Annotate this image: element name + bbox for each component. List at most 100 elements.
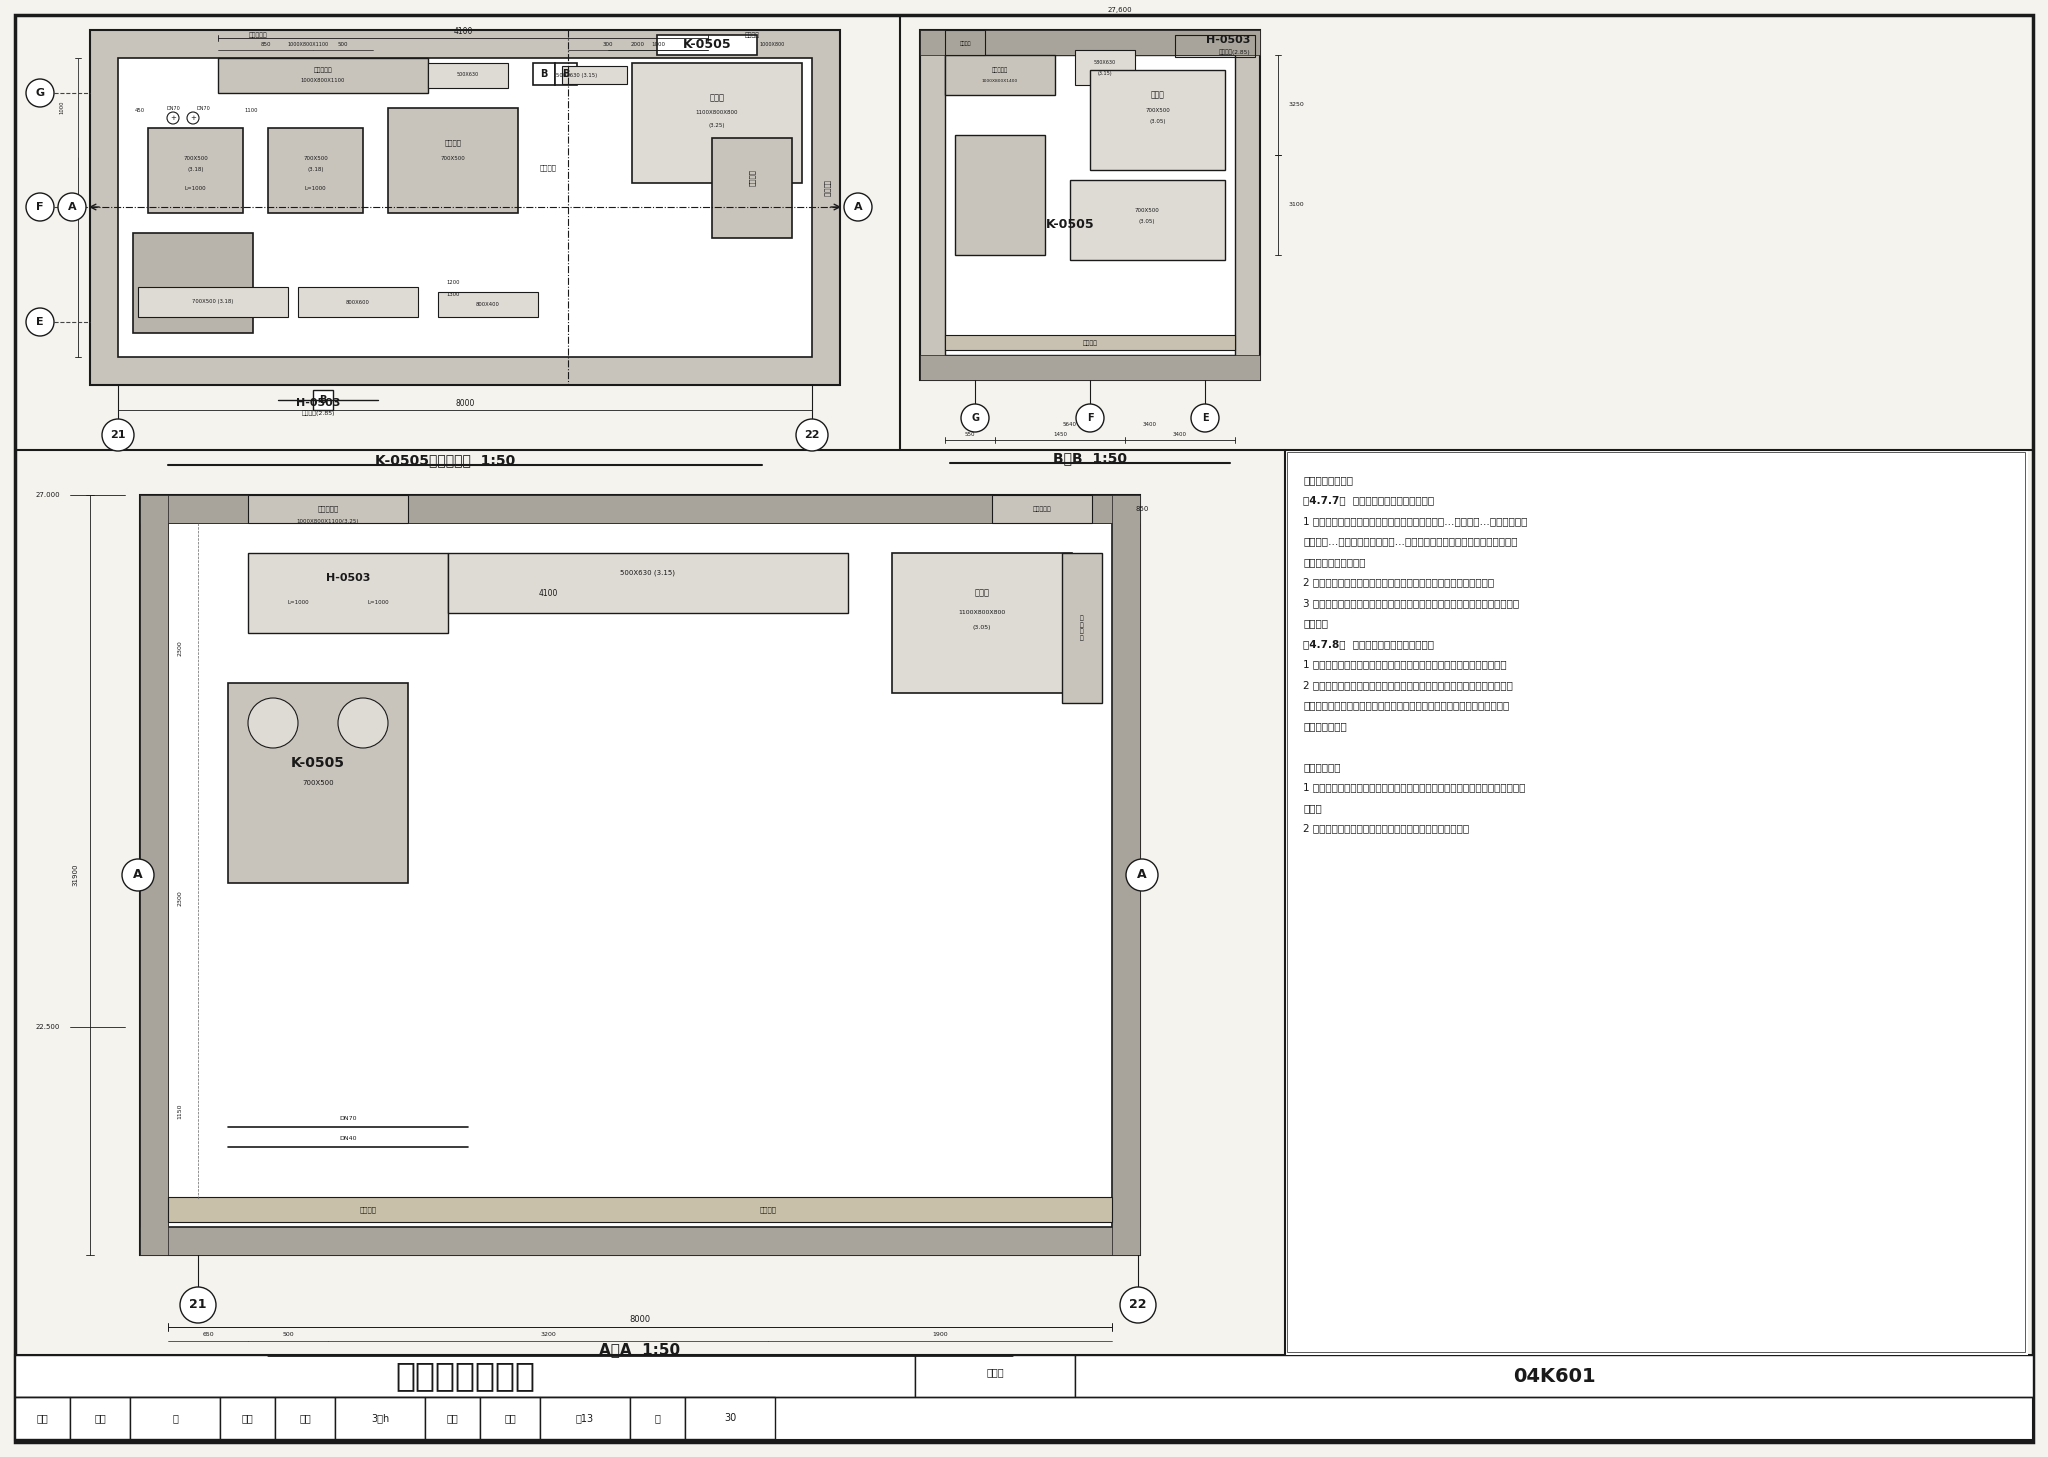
Bar	[299, 287, 418, 318]
Text: 弹性地面: 弹性地面	[760, 1206, 776, 1214]
Bar	[147, 128, 244, 213]
Bar	[438, 291, 539, 318]
Text: 4100: 4100	[453, 28, 473, 36]
Bar	[14, 1355, 915, 1397]
Text: 700X500: 700X500	[303, 779, 334, 785]
Text: 850: 850	[1135, 506, 1149, 511]
Bar	[532, 63, 555, 85]
Text: 800X400: 800X400	[475, 303, 500, 307]
Text: DN70: DN70	[197, 105, 209, 111]
Text: 排
烟
风
井: 排 烟 风 井	[1079, 615, 1083, 641]
Text: 【补充说明】: 【补充说明】	[1303, 762, 1341, 772]
Text: DN70: DN70	[340, 1116, 356, 1122]
Text: 8000: 8000	[455, 399, 475, 408]
Bar	[14, 1397, 70, 1440]
Text: 450: 450	[135, 108, 145, 112]
Bar	[139, 495, 1141, 1254]
Text: (3.18): (3.18)	[186, 168, 203, 172]
Bar	[944, 55, 1055, 95]
Text: K-0505: K-0505	[1047, 219, 1094, 232]
Text: 金跃: 金跃	[504, 1413, 516, 1423]
Text: 设计: 设计	[446, 1413, 459, 1423]
Bar	[219, 1397, 274, 1440]
Text: (3.05): (3.05)	[1139, 220, 1155, 224]
Text: (3.05): (3.05)	[973, 625, 991, 629]
Text: 1000X800: 1000X800	[760, 41, 784, 47]
Text: 消声静压箱: 消声静压箱	[991, 67, 1008, 73]
Text: 850: 850	[260, 42, 270, 48]
Text: 排烟百叶: 排烟百叶	[745, 32, 760, 38]
Text: 3 标注机房内所有设备、管道附件（各种件表、阀门、柔性短管、过滤器等）: 3 标注机房内所有设备、管道附件（各种件表、阀门、柔性短管、过滤器等）	[1303, 597, 1520, 608]
Bar	[920, 356, 1260, 380]
Circle shape	[338, 698, 387, 747]
Text: 消声静压箱: 消声静压箱	[313, 67, 332, 73]
Text: DN40: DN40	[340, 1136, 356, 1141]
Bar	[248, 495, 408, 523]
Circle shape	[844, 192, 872, 221]
Bar	[944, 335, 1235, 350]
Text: E: E	[37, 318, 43, 326]
Text: A－A  1:50: A－A 1:50	[600, 1342, 680, 1358]
Text: 3400: 3400	[1174, 431, 1188, 437]
Text: 排烟风管计: 排烟风管计	[1032, 506, 1051, 511]
Text: 5640: 5640	[1063, 423, 1077, 427]
Text: G: G	[971, 412, 979, 423]
Circle shape	[1126, 860, 1157, 892]
Text: 1000X800X1400: 1000X800X1400	[981, 79, 1018, 83]
Text: H-0503: H-0503	[326, 573, 371, 583]
Text: 1100: 1100	[244, 108, 258, 112]
Bar	[991, 495, 1092, 523]
Text: 4100: 4100	[539, 589, 557, 597]
Text: 1000X800X1100(3.25): 1000X800X1100(3.25)	[297, 519, 358, 523]
Text: 3250: 3250	[1288, 102, 1305, 108]
Bar	[168, 523, 1112, 1227]
Text: 2300: 2300	[178, 640, 182, 656]
Text: B: B	[541, 68, 547, 79]
Bar	[70, 1397, 129, 1440]
Text: 1000: 1000	[59, 101, 63, 114]
Bar	[657, 35, 758, 55]
Text: K-0505: K-0505	[682, 38, 731, 51]
Bar	[555, 63, 578, 85]
Text: 550: 550	[965, 431, 975, 437]
Bar	[387, 108, 518, 213]
Circle shape	[1192, 404, 1219, 431]
Text: 校对: 校对	[242, 1413, 254, 1423]
Bar	[1176, 35, 1255, 57]
Text: L=1000: L=1000	[367, 600, 389, 606]
Text: 刴4.7.7条  通风、空调、制冷机房平面图: 刴4.7.7条 通风、空调、制冷机房平面图	[1303, 495, 1434, 506]
Text: 中心标高(2.85): 中心标高(2.85)	[301, 411, 334, 415]
Text: A: A	[133, 868, 143, 881]
Circle shape	[797, 420, 827, 452]
Bar	[139, 495, 168, 1254]
Text: 静压箱: 静压箱	[1151, 90, 1165, 99]
Bar	[713, 138, 793, 237]
Bar	[633, 63, 803, 184]
Text: 详图索引编号。: 详图索引编号。	[1303, 721, 1348, 731]
Text: 1100X800X800: 1100X800X800	[696, 111, 737, 115]
Text: 22: 22	[805, 430, 819, 440]
Bar	[129, 1397, 219, 1440]
Text: 31900: 31900	[72, 864, 78, 886]
Bar	[1075, 50, 1135, 85]
Bar	[14, 1355, 2034, 1440]
Text: 04K601: 04K601	[1513, 1367, 1595, 1386]
Bar	[479, 1397, 541, 1440]
Text: A: A	[1137, 868, 1147, 881]
Text: 21: 21	[188, 1298, 207, 1311]
Text: 22: 22	[1128, 1298, 1147, 1311]
Bar	[684, 1397, 774, 1440]
Text: 2 剑面图应选择在平面图无法表示清楚的部位剑切后绘制。: 2 剑面图应选择在平面图无法表示清楚的部位剑切后绘制。	[1303, 823, 1468, 833]
Bar	[274, 1397, 336, 1440]
Bar	[893, 554, 1071, 694]
Bar	[428, 63, 508, 87]
Text: 500X630: 500X630	[457, 73, 479, 77]
Bar	[944, 55, 1235, 356]
Bar	[1286, 452, 2025, 1352]
Text: H-0503: H-0503	[295, 398, 340, 408]
Text: 2300: 2300	[178, 890, 182, 906]
Text: 页: 页	[655, 1413, 659, 1423]
Circle shape	[57, 192, 86, 221]
Text: K-0505: K-0505	[291, 756, 344, 769]
Text: 580X630: 580X630	[1094, 61, 1116, 66]
